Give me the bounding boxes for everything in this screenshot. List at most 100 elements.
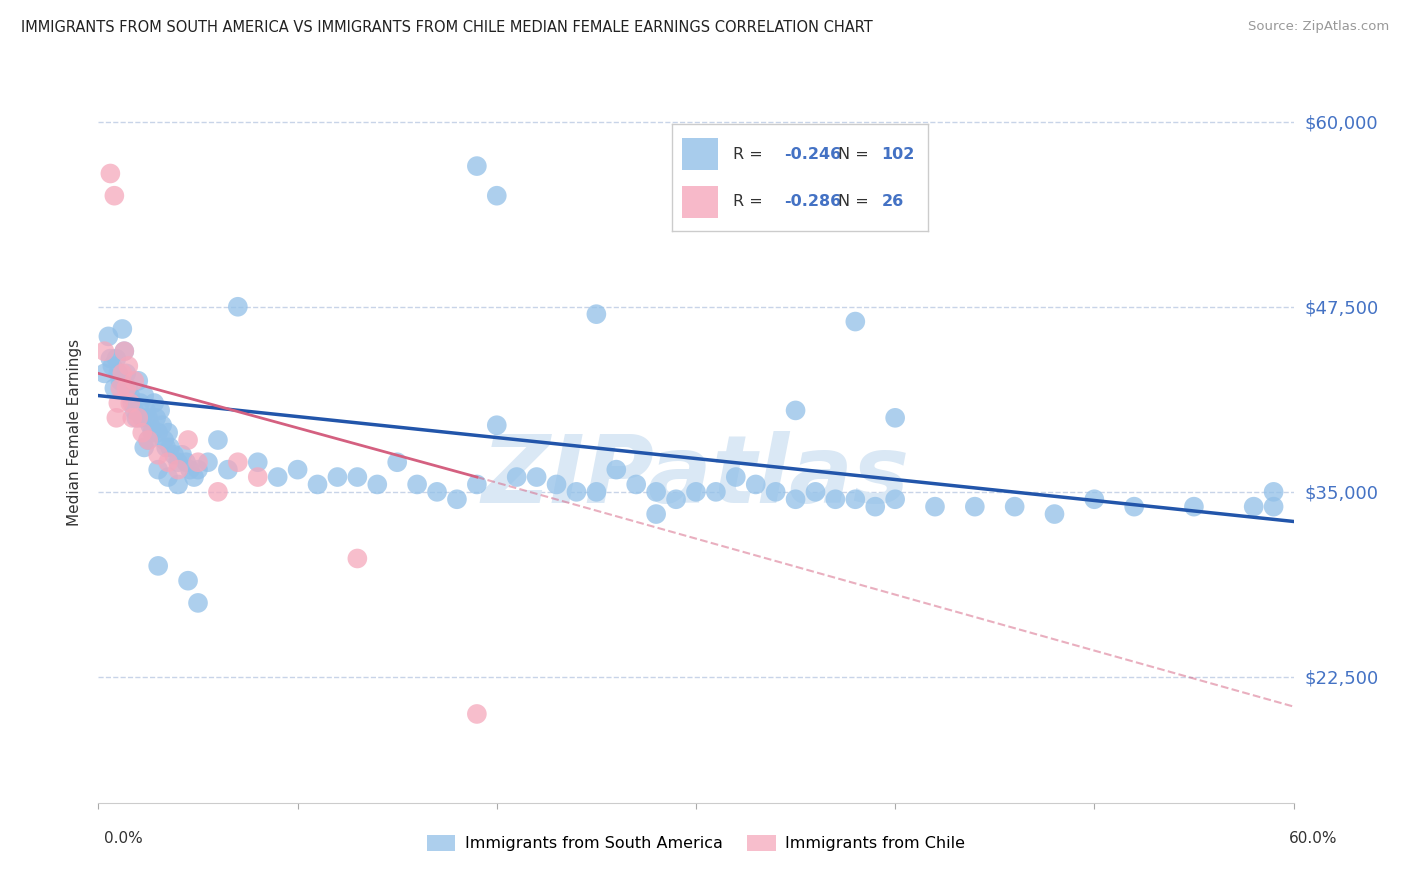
Point — [148, 462, 170, 476]
Point — [197, 455, 219, 469]
Point — [1123, 500, 1146, 514]
Point — [226, 455, 249, 469]
Point — [745, 477, 768, 491]
Point — [167, 477, 190, 491]
Text: 60.0%: 60.0% — [1289, 831, 1337, 847]
Point — [207, 433, 229, 447]
Point — [645, 484, 668, 499]
Point — [426, 484, 449, 499]
Point — [307, 477, 329, 491]
Point — [134, 441, 156, 455]
Point — [187, 596, 209, 610]
Point — [103, 188, 125, 202]
Point — [844, 314, 866, 328]
Point — [127, 410, 149, 425]
Point — [167, 455, 190, 469]
Point — [267, 470, 290, 484]
Point — [187, 462, 209, 476]
Point — [110, 381, 132, 395]
Point — [150, 418, 173, 433]
Point — [172, 448, 194, 462]
Point — [1263, 484, 1285, 499]
Point — [177, 574, 200, 588]
Point — [115, 381, 138, 395]
FancyBboxPatch shape — [682, 186, 717, 218]
Point — [1004, 500, 1026, 514]
Point — [346, 551, 368, 566]
Point — [163, 448, 186, 462]
Point — [785, 403, 807, 417]
Point — [685, 484, 707, 499]
Point — [107, 396, 129, 410]
Point — [385, 455, 409, 469]
Point — [724, 470, 747, 484]
Point — [112, 344, 135, 359]
Point — [135, 403, 157, 417]
Point — [98, 351, 122, 366]
Point — [157, 455, 180, 469]
Text: -0.286: -0.286 — [785, 194, 841, 210]
Point — [217, 462, 239, 476]
Point — [131, 425, 153, 440]
Point — [155, 441, 177, 455]
FancyBboxPatch shape — [682, 138, 717, 170]
Point — [645, 507, 668, 521]
Point — [174, 455, 197, 469]
Point — [526, 470, 548, 484]
Text: 102: 102 — [882, 146, 915, 161]
Point — [136, 433, 159, 447]
Point — [465, 706, 488, 721]
Text: N =: N = — [838, 194, 875, 210]
Point — [136, 433, 159, 447]
Point — [105, 410, 128, 425]
Point — [159, 441, 181, 455]
Text: R =: R = — [733, 194, 768, 210]
Point — [1263, 500, 1285, 514]
Point — [124, 374, 146, 388]
Point — [585, 307, 607, 321]
Point — [149, 403, 172, 417]
Point — [107, 367, 129, 381]
Point — [226, 300, 249, 314]
Text: ZIPatlas: ZIPatlas — [482, 431, 910, 523]
Point — [187, 455, 209, 469]
Point — [465, 477, 488, 491]
Point — [844, 492, 866, 507]
Point — [120, 389, 142, 403]
Text: 26: 26 — [882, 194, 904, 210]
Point — [287, 462, 309, 476]
Point — [103, 381, 125, 395]
Point — [366, 477, 388, 491]
Point — [626, 477, 648, 491]
Point — [546, 477, 568, 491]
Point — [804, 484, 827, 499]
Point — [924, 500, 946, 514]
Point — [110, 374, 132, 388]
Point — [865, 500, 887, 514]
Point — [125, 410, 148, 425]
Point — [157, 425, 180, 440]
Point — [157, 470, 180, 484]
Point — [117, 381, 139, 395]
Point — [117, 359, 139, 373]
Legend: Immigrants from South America, Immigrants from Chile: Immigrants from South America, Immigrant… — [420, 829, 972, 858]
Point — [485, 188, 508, 202]
Point — [167, 462, 190, 476]
Point — [207, 484, 229, 499]
Point — [112, 344, 135, 359]
Point — [121, 396, 143, 410]
Text: -0.246: -0.246 — [785, 146, 841, 161]
Point — [704, 484, 727, 499]
Point — [148, 558, 170, 573]
Point — [115, 367, 138, 381]
Point — [346, 470, 368, 484]
Point — [101, 359, 124, 373]
Point — [143, 396, 166, 410]
Point — [785, 492, 807, 507]
Point — [139, 418, 162, 433]
Point — [148, 425, 170, 440]
Point — [1243, 500, 1265, 514]
Point — [506, 470, 529, 484]
Point — [120, 396, 142, 410]
Point — [179, 462, 201, 476]
